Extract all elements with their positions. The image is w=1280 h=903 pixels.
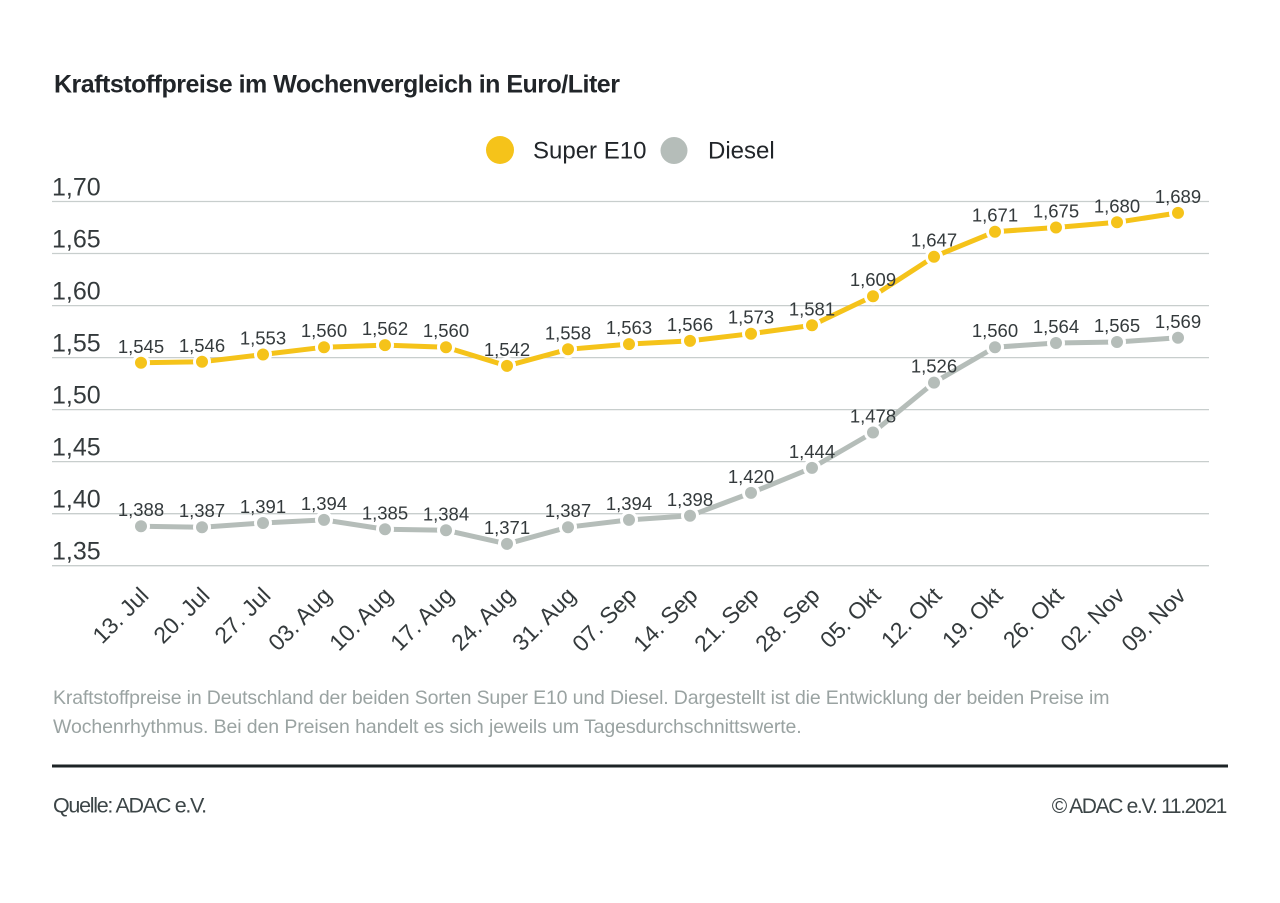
svg-text:1,384: 1,384 xyxy=(423,503,469,524)
svg-text:1,560: 1,560 xyxy=(972,320,1018,341)
svg-text:1,444: 1,444 xyxy=(789,441,835,462)
svg-text:1,647: 1,647 xyxy=(911,230,957,251)
svg-text:1,398: 1,398 xyxy=(667,489,713,510)
svg-text:Quelle: ADAC e.V.: Quelle: ADAC e.V. xyxy=(53,794,206,818)
svg-text:1,553: 1,553 xyxy=(240,328,286,349)
svg-text:1,385: 1,385 xyxy=(362,502,408,523)
svg-text:07. Sep: 07. Sep xyxy=(567,582,641,656)
svg-text:1,420: 1,420 xyxy=(728,466,774,487)
svg-text:09. Nov: 09. Nov xyxy=(1116,582,1191,657)
svg-text:21. Sep: 21. Sep xyxy=(689,582,763,656)
svg-text:28. Sep: 28. Sep xyxy=(750,582,824,656)
svg-text:1,566: 1,566 xyxy=(667,314,713,335)
svg-text:Kraftstoffpreise in Deutschlan: Kraftstoffpreise in Deutschland der beid… xyxy=(53,687,1109,709)
svg-text:1,387: 1,387 xyxy=(179,500,225,521)
svg-text:1,35: 1,35 xyxy=(52,538,101,566)
svg-text:1,526: 1,526 xyxy=(911,356,957,377)
svg-text:1,675: 1,675 xyxy=(1033,201,1079,222)
svg-text:1,391: 1,391 xyxy=(240,496,286,517)
svg-text:1,45: 1,45 xyxy=(52,434,101,462)
svg-text:1,50: 1,50 xyxy=(52,382,101,410)
svg-text:1,388: 1,388 xyxy=(118,499,164,520)
svg-text:1,394: 1,394 xyxy=(301,493,347,514)
svg-text:1,609: 1,609 xyxy=(850,269,896,290)
svg-text:03. Aug: 03. Aug xyxy=(263,582,337,656)
svg-text:1,40: 1,40 xyxy=(52,486,101,514)
svg-text:1,478: 1,478 xyxy=(850,406,896,427)
svg-text:1,70: 1,70 xyxy=(52,174,101,202)
svg-text:1,542: 1,542 xyxy=(484,339,530,360)
svg-text:1,671: 1,671 xyxy=(972,205,1018,226)
svg-text:1,680: 1,680 xyxy=(1094,195,1140,216)
svg-text:1,371: 1,371 xyxy=(484,517,530,538)
svg-text:1,60: 1,60 xyxy=(52,278,101,306)
svg-text:1,563: 1,563 xyxy=(606,317,652,338)
svg-text:05. Okt: 05. Okt xyxy=(815,582,886,653)
svg-text:1,562: 1,562 xyxy=(362,318,408,339)
svg-text:1,565: 1,565 xyxy=(1094,315,1140,336)
svg-text:Super E10: Super E10 xyxy=(533,138,646,165)
svg-text:1,560: 1,560 xyxy=(423,320,469,341)
svg-text:1,558: 1,558 xyxy=(545,322,591,343)
svg-text:1,573: 1,573 xyxy=(728,307,774,328)
svg-text:1,387: 1,387 xyxy=(545,500,591,521)
svg-text:13. Jul: 13. Jul xyxy=(87,582,153,648)
svg-text:1,581: 1,581 xyxy=(789,298,835,319)
svg-text:10. Aug: 10. Aug xyxy=(324,582,398,656)
svg-text:1,569: 1,569 xyxy=(1155,311,1201,332)
svg-text:1,689: 1,689 xyxy=(1155,186,1201,207)
svg-text:1,65: 1,65 xyxy=(52,226,101,254)
svg-text:12. Okt: 12. Okt xyxy=(876,582,947,653)
svg-text:14. Sep: 14. Sep xyxy=(628,582,702,656)
svg-text:Wochenrhythmus. Bei den Preise: Wochenrhythmus. Bei den Preisen handelt … xyxy=(53,716,802,738)
svg-text:20. Jul: 20. Jul xyxy=(148,582,214,648)
svg-text:17. Aug: 17. Aug xyxy=(385,582,459,656)
svg-text:1,545: 1,545 xyxy=(118,336,164,357)
svg-text:1,546: 1,546 xyxy=(179,335,225,356)
svg-text:02. Nov: 02. Nov xyxy=(1055,582,1130,657)
svg-text:© ADAC e.V. 11.2021: © ADAC e.V. 11.2021 xyxy=(1052,795,1227,818)
svg-text:1,394: 1,394 xyxy=(606,493,652,514)
svg-text:19. Okt: 19. Okt xyxy=(937,582,1008,653)
svg-text:1,55: 1,55 xyxy=(52,330,101,358)
svg-text:1,564: 1,564 xyxy=(1033,316,1079,337)
svg-text:1,560: 1,560 xyxy=(301,320,347,341)
svg-text:Diesel: Diesel xyxy=(708,138,775,165)
svg-text:Kraftstoffpreise im Wochenverg: Kraftstoffpreise im Wochenvergleich in E… xyxy=(54,71,620,99)
svg-text:31. Aug: 31. Aug xyxy=(507,582,581,656)
svg-text:24. Aug: 24. Aug xyxy=(446,582,520,656)
